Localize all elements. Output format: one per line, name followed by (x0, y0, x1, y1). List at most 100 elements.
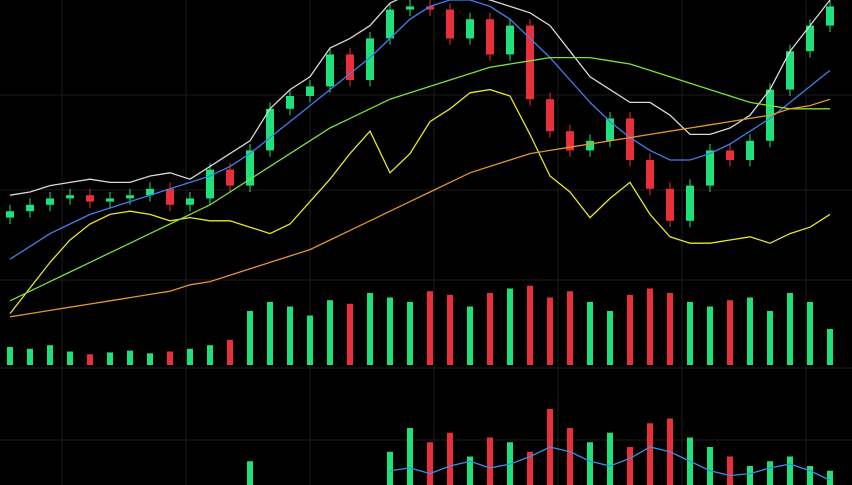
bar (787, 293, 793, 365)
bar (227, 339, 233, 365)
indicator-line (9, 0, 831, 196)
candle-body (286, 96, 294, 109)
bar (87, 354, 93, 365)
bar (327, 300, 333, 365)
candle-body (526, 25, 534, 100)
bar (27, 348, 33, 365)
candle-body (346, 54, 354, 80)
bar (247, 311, 253, 365)
bar (127, 350, 133, 365)
candle-body (466, 19, 474, 39)
indicator-line (9, 88, 831, 315)
bar (387, 297, 393, 365)
candle-body (706, 150, 714, 186)
bar (627, 447, 633, 485)
candle-body (686, 185, 694, 221)
bar (447, 294, 453, 365)
bar (347, 303, 353, 365)
bar (587, 302, 593, 365)
bar (307, 315, 313, 365)
bar (727, 456, 733, 485)
bar (7, 347, 13, 365)
candle-body (166, 188, 174, 205)
bar (427, 291, 433, 365)
bar (787, 456, 793, 485)
candle-body (806, 25, 814, 52)
bar (447, 432, 453, 485)
candle-body (266, 108, 274, 151)
candle-body (6, 211, 14, 218)
bar (267, 302, 273, 365)
bar (507, 288, 513, 365)
bar (687, 302, 693, 365)
bar (247, 461, 253, 485)
bar (467, 456, 473, 485)
indicator-line (9, 56, 830, 302)
bar (207, 345, 213, 365)
candle-body (746, 140, 754, 160)
candle-body (646, 160, 654, 189)
bar (707, 447, 713, 485)
candle-body (186, 198, 194, 205)
bar (627, 294, 633, 365)
candle-body (826, 6, 834, 26)
bar (547, 297, 553, 365)
candle-body (126, 195, 134, 199)
candle-body (366, 38, 374, 80)
bar (607, 432, 613, 485)
bar (807, 302, 813, 365)
bar (767, 461, 773, 485)
bar (647, 423, 653, 485)
candle-body (106, 198, 114, 202)
bar (827, 470, 833, 485)
bar (427, 442, 433, 485)
bar (47, 345, 53, 365)
bar (167, 351, 173, 365)
bar (187, 348, 193, 365)
bar (747, 466, 753, 485)
bar (527, 285, 533, 365)
bar (647, 288, 653, 365)
bar (407, 428, 413, 485)
indicator-line (9, 98, 831, 318)
bar (747, 297, 753, 365)
bar (527, 451, 533, 485)
candle-body (326, 54, 334, 87)
bar (467, 306, 473, 365)
candle-body (306, 86, 314, 96)
candle-body (566, 131, 574, 151)
candle-body (406, 6, 414, 10)
bar (567, 291, 573, 365)
bar (767, 311, 773, 365)
bar (727, 300, 733, 365)
bar (367, 293, 373, 365)
bar (287, 306, 293, 365)
candle-body (606, 118, 614, 141)
indicator-line (389, 446, 831, 481)
candle-body (546, 99, 554, 132)
candle-body (626, 118, 634, 160)
candle-body (46, 198, 54, 205)
candle-body (506, 25, 514, 55)
bar (407, 302, 413, 365)
candle-body (246, 150, 254, 186)
candle-body (86, 195, 94, 202)
bar (387, 451, 393, 485)
candle-body (226, 169, 234, 186)
candle-body (726, 150, 734, 160)
bar (827, 329, 833, 365)
candle-body (386, 9, 394, 39)
indicator-line (9, 0, 831, 260)
bar (107, 352, 113, 365)
candle-body (586, 140, 594, 151)
bar (807, 466, 813, 485)
candle-body (26, 204, 34, 212)
candle-body (66, 195, 74, 199)
candle-body (426, 6, 434, 10)
bar (147, 353, 153, 365)
bar (607, 311, 613, 365)
candle-body (486, 19, 494, 55)
